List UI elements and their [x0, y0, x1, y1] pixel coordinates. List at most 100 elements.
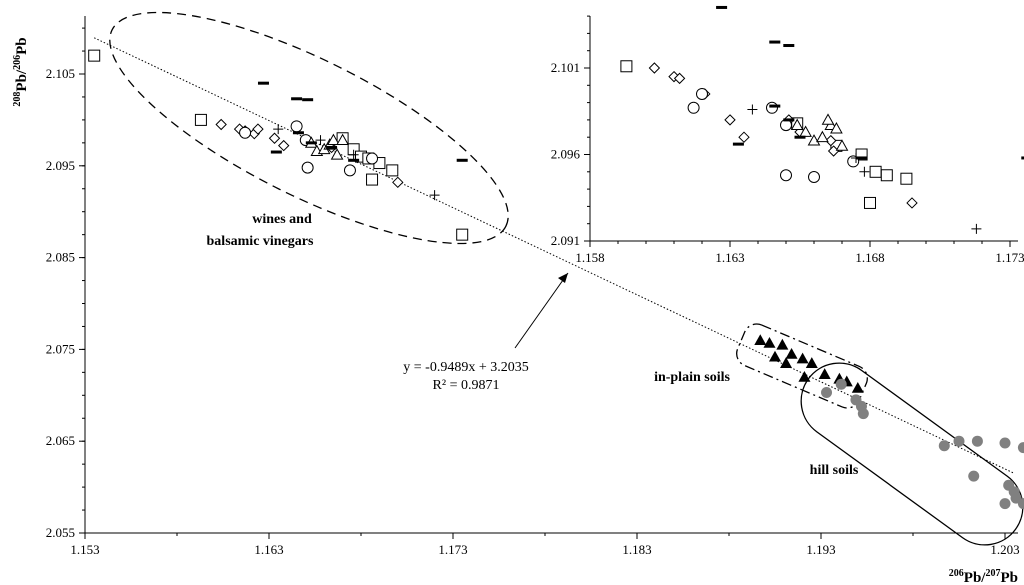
main-point-open-circle [366, 152, 379, 165]
inset-point-open-triangle [816, 130, 829, 143]
inset-point-open-diamond [673, 72, 686, 85]
main-point-dash [270, 150, 282, 154]
inset-point-open-circle [780, 169, 792, 182]
main-point-open-diamond [268, 132, 281, 144]
main-point-plus [273, 124, 284, 135]
inset-point-open-square [880, 169, 893, 182]
main-point-filled-triangle [851, 381, 864, 393]
inset-point-open-circle [696, 87, 708, 100]
main-point-filled-triangle [780, 357, 793, 368]
main-point-open-square [456, 228, 469, 241]
main-point-filled-triangle [754, 334, 767, 346]
x-axis-title: 206Pb/207Pb [949, 568, 1018, 585]
inset-y-tick-label: 2.091 [551, 233, 580, 248]
main-point-filled-circle [938, 440, 950, 452]
inset-point-dash [732, 142, 744, 146]
inset-point-open-square [620, 60, 633, 73]
main-point-dash [302, 98, 314, 102]
inset-y-tick-label: 2.096 [551, 147, 581, 162]
annotations: wines and balsamic vinegars in-plain soi… [12, 37, 1018, 585]
inset-point-open-square [864, 196, 876, 209]
label-hill-soils: hill soils [810, 463, 859, 478]
inset-point-open-diamond [648, 62, 661, 74]
main-point-open-triangle [330, 148, 344, 160]
inset-point-dash [716, 5, 728, 9]
main-point-filled-triangle [776, 338, 789, 350]
inset-point-plus [747, 104, 758, 115]
main-point-filled-triangle [796, 352, 809, 364]
inset-point-dash [856, 156, 868, 160]
main-point-filled-triangle [805, 357, 818, 368]
label-wines-line2: balsamic vinegars [207, 234, 314, 249]
main-point-open-circle [343, 164, 356, 177]
inset-point-open-triangle [821, 113, 835, 125]
x-tick-label: 1.163 [254, 542, 283, 557]
inset-point-dash [783, 118, 795, 122]
inset-axes: 2.091 2.096 2.101 1.158 1.163 1.168 1.173 [551, 15, 1024, 265]
inset-point-open-triangle [807, 134, 821, 146]
main-point-filled-circle [857, 408, 869, 420]
inset-point-open-diamond [738, 131, 750, 143]
main-point-filled-circle [821, 387, 833, 399]
inset-point-open-triangle [790, 118, 804, 130]
inset-x-tick-label: 1.168 [855, 250, 884, 265]
inset-y-tick-label: 2.101 [551, 60, 580, 75]
inset-point-open-triangle [835, 139, 849, 151]
main-point-plus [429, 190, 440, 201]
main-point-filled-triangle [769, 350, 781, 362]
y-tick-label: 2.105 [46, 66, 75, 81]
main-point-open-square [194, 113, 207, 126]
inset-point-plus [859, 166, 870, 177]
main-point-filled-circle [835, 378, 847, 390]
inset-plot-marks [620, 5, 1024, 234]
y-axis-title: 208Pb/206Pb [12, 37, 30, 106]
inset-point-open-triangle [830, 122, 843, 134]
main-point-dash [326, 145, 338, 149]
main-point-filled-triangle [763, 336, 776, 348]
main-point-open-circle [301, 161, 314, 174]
main-point-dash [291, 97, 303, 101]
y-tick-label: 2.075 [46, 341, 75, 356]
inset-point-open-square [869, 165, 882, 178]
in-plain-soils-outline [736, 323, 868, 409]
main-point-open-diamond [215, 118, 227, 131]
main-point-dash [305, 141, 317, 145]
main-point-filled-circle [1017, 442, 1024, 454]
inset-point-open-square [900, 172, 913, 185]
x-tick-label: 1.183 [622, 542, 651, 557]
label-wines-line1: wines and [252, 212, 312, 227]
main-point-open-square [386, 164, 399, 177]
main-axes: 2.055 2.065 2.075 2.085 2.095 2.105 1.153 1.163… [46, 16, 1020, 557]
main-point-plus [348, 149, 359, 160]
main-plot-marks [88, 49, 1024, 510]
inset-point-plus [971, 223, 982, 234]
inset-point-open-circle [766, 101, 778, 114]
inset-point-dash [794, 135, 806, 139]
fit-equation: y = -0.9489x + 3.2035 [403, 360, 528, 375]
x-tick-label: 1.173 [438, 542, 467, 557]
main-point-filled-circle [999, 498, 1011, 510]
annotation-arrow-head [558, 273, 568, 283]
hill-soils-outline [800, 362, 1024, 546]
x-tick-label: 1.193 [806, 542, 835, 557]
main-point-open-square [88, 49, 101, 62]
x-tick-label: 1.153 [70, 542, 99, 557]
inset-point-open-triangle [799, 125, 812, 137]
inset-x-tick-label: 1.173 [995, 250, 1024, 265]
main-point-filled-circle [999, 437, 1011, 449]
main-point-filled-circle [971, 435, 983, 447]
annotation-arrow-shaft [514, 272, 569, 349]
main-point-filled-triangle [785, 347, 798, 359]
y-tick-label: 2.085 [46, 250, 75, 265]
fit-r-squared: R² = 0.9871 [433, 378, 500, 393]
main-point-open-square [366, 173, 379, 186]
inset-point-dash [769, 104, 781, 108]
y-tick-label: 2.065 [46, 433, 75, 448]
inset-point-open-circle [687, 101, 700, 114]
inset-point-open-diamond [825, 134, 837, 147]
y-tick-label: 2.055 [46, 525, 75, 540]
inset-point-open-diamond [906, 197, 918, 209]
main-point-plus [315, 135, 326, 146]
inset-point-dash [783, 44, 795, 48]
